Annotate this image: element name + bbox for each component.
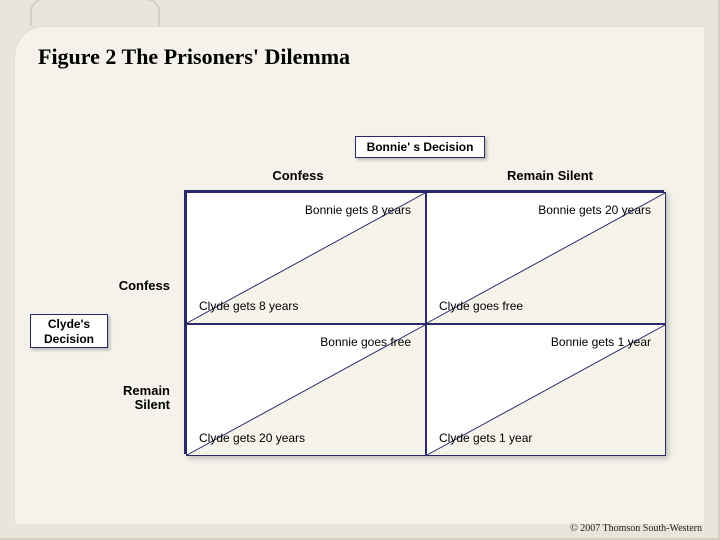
column-player-label: Bonnie' s Decision [355,136,485,158]
slide-tab [30,0,160,26]
col-header-confess: Confess [238,168,358,183]
clyde-payoff: Clyde goes free [439,299,523,313]
bonnie-payoff: Bonnie gets 20 years [538,203,651,217]
cell-confess-confess: Bonnie gets 8 years Clyde gets 8 years [186,192,426,324]
row-player-label: Clyde's Decision [30,314,108,348]
cell-remain-remain: Bonnie gets 1 year Clyde gets 1 year [426,324,666,456]
row-player-l2: Decision [44,332,94,346]
copyright-text: © 2007 Thomson South-Western [570,523,702,534]
col-header-remain: Remain Silent [480,168,620,183]
clyde-payoff: Clyde gets 20 years [199,431,305,445]
row-header-remain-l1: Remain [123,383,170,398]
row-header-remain: Remain Silent [110,384,170,412]
row-player-l1: Clyde's [48,317,90,331]
cell-remain-confess: Bonnie goes free Clyde gets 20 years [186,324,426,456]
payoff-matrix: Bonnie gets 8 years Clyde gets 8 years B… [184,190,664,454]
row-header-remain-l2: Silent [135,397,170,412]
bonnie-payoff: Bonnie gets 8 years [305,203,411,217]
clyde-payoff: Clyde gets 1 year [439,431,532,445]
cell-confess-remain: Bonnie gets 20 years Clyde goes free [426,192,666,324]
clyde-payoff: Clyde gets 8 years [199,299,298,313]
bonnie-payoff: Bonnie goes free [320,335,411,349]
row-header-confess: Confess [100,278,170,293]
bonnie-payoff: Bonnie gets 1 year [551,335,651,349]
figure-title: Figure 2 The Prisoners' Dilemma [38,44,350,70]
